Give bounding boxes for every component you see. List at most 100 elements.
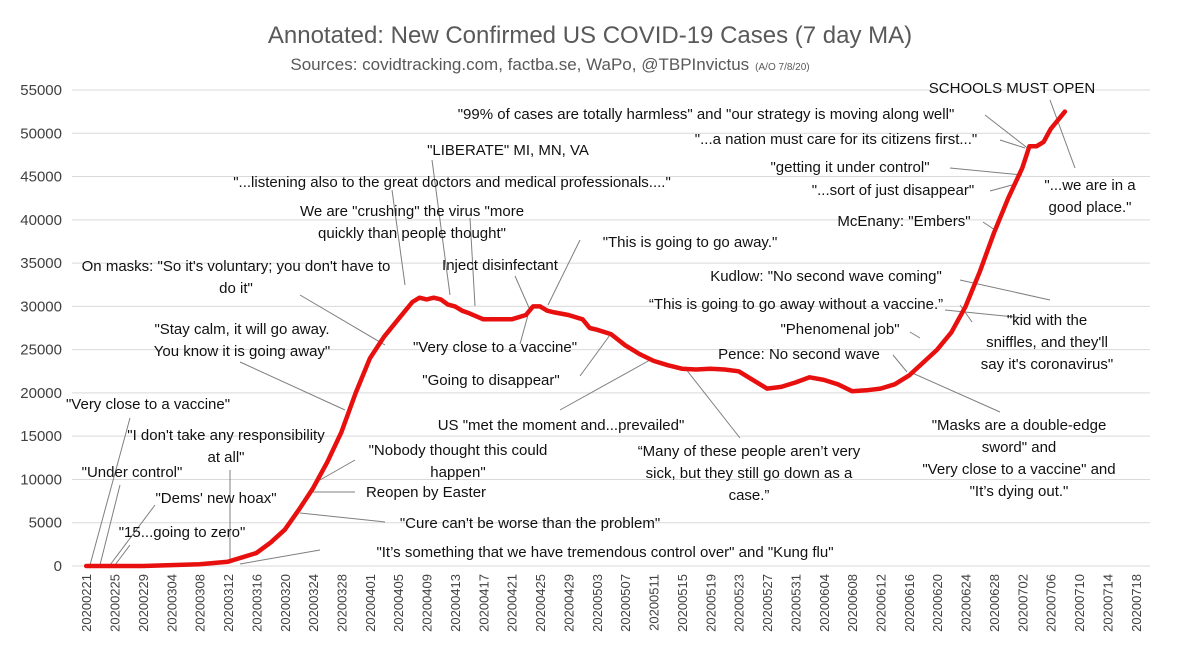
x-tick-label: 20200612 (874, 574, 889, 632)
x-tick-label: 20200527 (760, 574, 775, 632)
annotation-line: "Masks are a double-edge (932, 417, 1107, 434)
leader-line-go-away-without-vaccine (959, 304, 973, 323)
x-tick-label: 20200421 (505, 574, 520, 632)
leader-line-double-edge (909, 371, 1001, 413)
annotation-line: "Going to disappear" (422, 372, 559, 389)
annotation-line: Kudlow: "No second wave coming" (710, 268, 942, 285)
leader-line-harmless (984, 114, 1031, 151)
x-tick-label: 20200718 (1129, 574, 1144, 632)
chart-subtitle-main: Sources: covidtracking.com, factba.se, W… (290, 55, 749, 74)
annotation-line: On masks: "So it's voluntary; you don't … (82, 258, 391, 275)
leader-line-very-close-vaccine-feb (89, 417, 131, 566)
annotation-line: good place." (1049, 199, 1132, 216)
annotation-line: US "met the moment and...prevailed" (438, 417, 685, 434)
annotation-line: SCHOOLS MUST OPEN (929, 80, 1095, 97)
annotation-masks-voluntary: On masks: "So it's voluntary; you don't … (82, 258, 391, 297)
annotation-line: "I don't take any responsibility (127, 427, 325, 444)
leader-line-nobody-thought (319, 459, 356, 481)
leader-line-kid-sniffles (944, 309, 1026, 319)
annotation-line: Pence: No second wave (718, 346, 880, 363)
annotation-line: "Nobody thought this could (369, 442, 548, 459)
annotation-good-place: "...we are in a good place." (1044, 177, 1136, 216)
annotation-line: quickly than people thought" (318, 225, 506, 242)
annotation-crushing: We are "crushing" the virus "more quickly… (300, 203, 524, 242)
leader-line-sort-of-disappear (989, 184, 1013, 192)
x-tick-label: 20200515 (675, 574, 690, 632)
annotation-line: "Stay calm, it will go away. (154, 321, 329, 338)
y-tick-label: 35000 (20, 255, 62, 272)
leader-line-listening (391, 189, 406, 286)
annotation-line: "Under control" (82, 464, 183, 481)
y-axis-tick-labels: 0 5000 10000 15000 20000 25000 30000 35000 40000… (20, 82, 62, 575)
annotation-line: "...sort of just disappear" (812, 182, 974, 199)
leader-line-fifteen-zero (114, 544, 131, 566)
leader-line-go-away-1 (547, 239, 581, 306)
leader-line-embers (982, 221, 996, 231)
x-tick-label: 20200316 (249, 574, 264, 632)
annotation-line: Reopen by Easter (366, 484, 486, 501)
x-tick-label: 20200628 (987, 574, 1002, 632)
x-tick-label: 20200511 (647, 574, 662, 631)
annotation-line: "99% of cases are totally harmless" and … (458, 106, 955, 123)
annotation-kid-sniffles: "kid with the sniffles, and they'll say it… (981, 312, 1113, 373)
y-tick-label: 25000 (20, 342, 62, 359)
annotation-line: "Very close to a vaccine" and (922, 461, 1115, 478)
annotation-line: at all" (207, 449, 244, 466)
leader-line-liberate (431, 159, 451, 296)
annotation-pence: Pence: No second wave (718, 346, 880, 363)
x-tick-label: 20200624 (959, 574, 974, 632)
leader-line-met-the-moment (559, 359, 651, 411)
annotation-tremendous-control: "It’s something that we have tremendous … (376, 544, 833, 561)
annotation-line: case.” (729, 487, 770, 504)
annotation-sort-of-disappear: "...sort of just disappear" (812, 182, 974, 199)
annotation-cure-worse: "Cure can't be worse than the problem" (400, 515, 660, 532)
annotation-line: sword" and (982, 439, 1057, 456)
x-tick-label: 20200320 (278, 574, 293, 632)
annotation-line: happen" (430, 464, 485, 481)
x-tick-label: 20200308 (193, 574, 208, 632)
annotation-harmless: "99% of cases are totally harmless" and … (458, 106, 955, 123)
x-tick-label: 20200519 (703, 574, 718, 632)
annotation-line: "It’s dying out." (970, 483, 1069, 500)
x-tick-label: 20200221 (79, 574, 94, 632)
x-tick-label: 20200608 (845, 574, 860, 632)
annotation-line: sniffles, and they'll (986, 334, 1108, 351)
x-tick-label: 20200225 (108, 574, 123, 632)
y-tick-label: 45000 (20, 169, 62, 186)
y-tick-label: 5000 (29, 515, 62, 532)
y-tick-label: 20000 (20, 385, 62, 402)
annotation-inject: Inject disinfectant (442, 257, 559, 274)
x-tick-label: 20200409 (420, 574, 435, 632)
annotation-line: “Many of these people aren’t very (638, 443, 861, 460)
leader-line-going-to-disappear (579, 334, 611, 377)
annotation-line: "It’s something that we have tremendous … (376, 544, 833, 561)
annotation-leader-lines (89, 99, 1076, 566)
annotation-line: "Very close to a vaccine" (66, 396, 230, 413)
grid-layer (72, 89, 1150, 567)
series-line-0 (83, 109, 1068, 569)
annotation-embers: McEnany: "Embers" (837, 213, 970, 230)
annotation-going-to-disappear: "Going to disappear" (422, 372, 559, 389)
annotation-very-close-vaccine-apr: "Very close to a vaccine" (413, 339, 577, 356)
y-tick-label: 40000 (20, 212, 62, 229)
annotation-met-the-moment: US "met the moment and...prevailed" (438, 417, 685, 434)
leader-line-very-close-vaccine-apr (519, 314, 529, 345)
x-tick-label: 20200702 (1015, 574, 1030, 632)
x-tick-label: 20200620 (930, 574, 945, 632)
annotation-liberate: "LIBERATE" MI, MN, VA (427, 142, 589, 159)
chart-title: Annotated: New Confirmed US COVID-19 Cas… (268, 22, 912, 49)
annotation-line: "...listening also to the great doctors … (233, 174, 671, 191)
y-tick-label: 30000 (20, 298, 62, 315)
annotation-dems-hoax: "Dems' new hoax" (155, 490, 276, 507)
annotation-line: "...a nation must care for its citizens … (695, 131, 977, 148)
x-tick-label: 20200616 (902, 574, 917, 632)
leader-line-many-not-sick (684, 367, 741, 439)
annotation-line: do it" (219, 280, 253, 297)
annotation-line: "getting it under control" (770, 159, 929, 176)
leader-line-crushing (469, 217, 476, 307)
x-tick-label: 20200328 (335, 574, 350, 632)
y-tick-label: 0 (54, 558, 62, 575)
annotation-double-edge: "Masks are a double-edge sword" and "Very … (922, 417, 1115, 500)
